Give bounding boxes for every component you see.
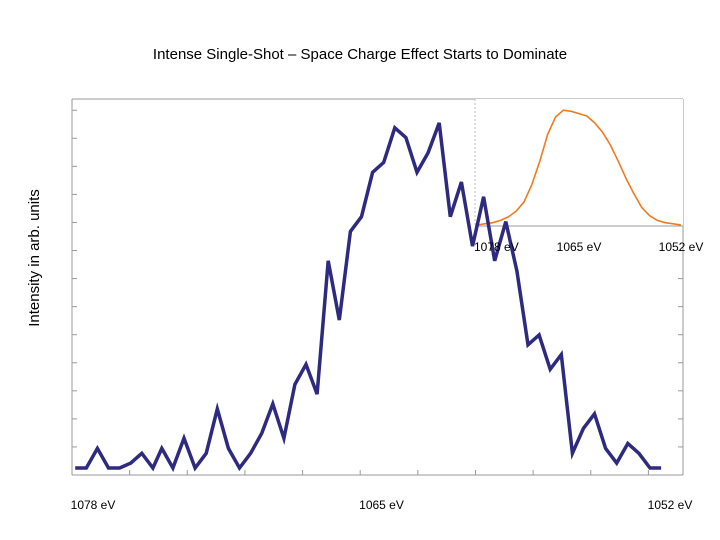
x-tick-label-1052: 1052 eV: [647, 498, 693, 512]
inset-background: [475, 99, 683, 226]
inset-series-line: [476, 109, 682, 226]
inset-x-tick-label-1052: 1052 eV: [658, 240, 704, 254]
x-tick-label-1078: 1078 eV: [70, 498, 116, 512]
main-x-ticks: [71, 470, 649, 475]
main-series-line: [75, 122, 662, 473]
inset-x-tick-label-1065: 1065 eV: [556, 240, 602, 254]
x-tick-label-1065: 1065 eV: [359, 498, 404, 512]
chart-title: Intense Single-Shot – Space Charge Effec…: [152, 46, 568, 63]
main-series: [75, 122, 662, 473]
inset-chart: [474, 99, 683, 227]
inset-x-tick-label-1078: 1078 eV: [474, 240, 519, 254]
